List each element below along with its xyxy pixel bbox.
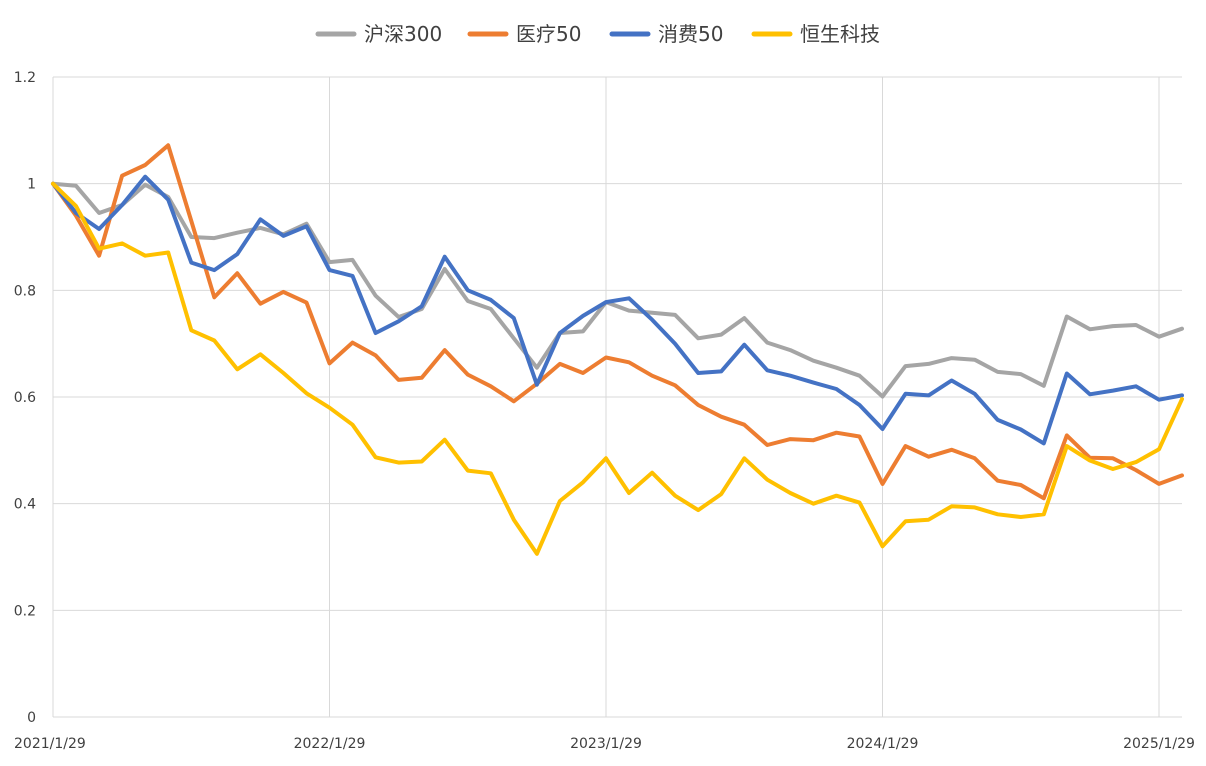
y-tick-label: 0.8 [14,283,36,299]
x-tick-label: 2022/1/29 [294,736,366,752]
y-tick-label: 1.2 [14,70,36,86]
y-axis: 0 0.2 0.4 0.6 0.8 1 1.2 [14,70,36,726]
x-tick-label: 2023/1/29 [570,736,642,752]
y-tick-label: 1 [27,177,36,193]
series-line-1 [51,143,1184,501]
x-tick-label: 2024/1/29 [847,736,919,752]
y-tick-label: 0.2 [14,603,36,619]
legend-label: 恒生科技 [800,22,880,46]
y-tick-label: 0.4 [14,497,36,513]
legend: 沪深300 医疗50 消费50 恒生科技 [315,22,880,46]
legend-label: 消费50 [658,22,723,46]
series-line-2 [51,174,1184,446]
x-tick-label: 2025/1/29 [1123,736,1195,752]
y-tick-label: 0.6 [14,390,36,406]
x-axis: 2021/1/29 2022/1/29 2023/1/29 2024/1/29 2025… [14,736,1195,752]
y-tick-label: 0 [27,710,36,726]
series-group [51,143,1184,556]
series-line-0 [51,181,1184,399]
x-tick-label: 2021/1/29 [14,736,86,752]
legend-label: 医疗50 [516,22,581,46]
series-line-3 [51,181,1184,556]
legend-label: 沪深300 [364,22,442,46]
gridlines [52,76,1182,718]
